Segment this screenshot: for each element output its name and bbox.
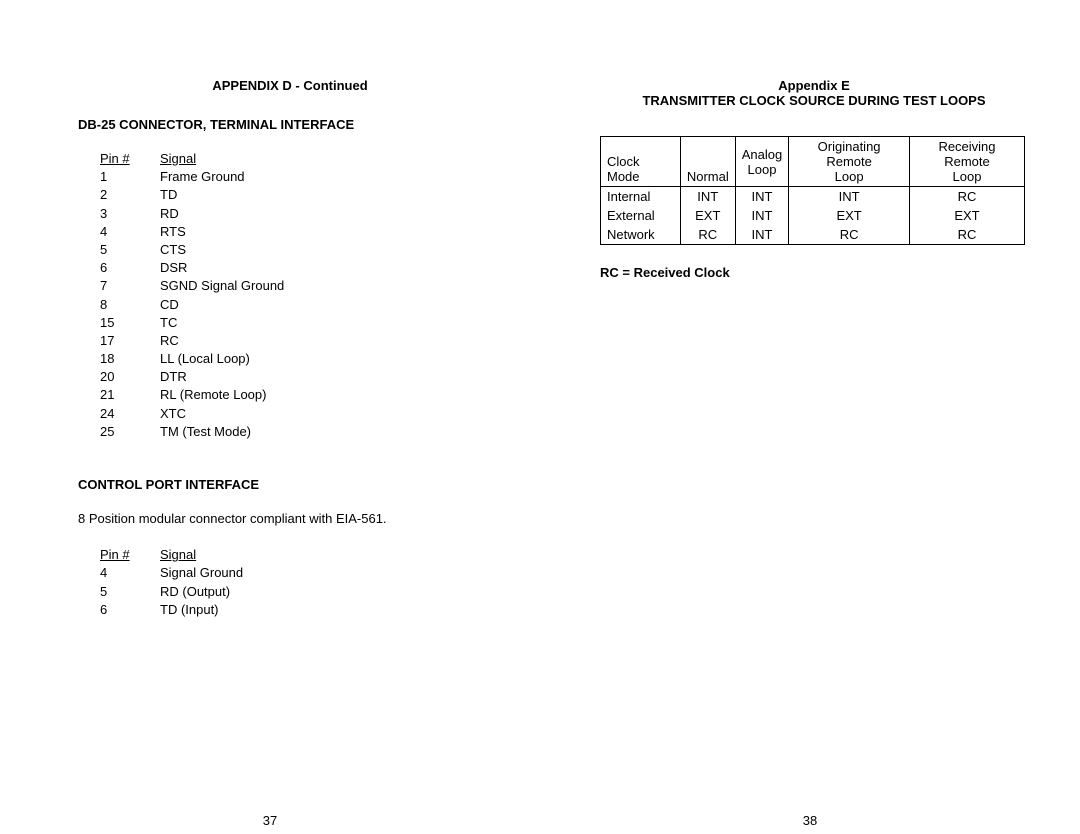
pin-signal: TC (160, 314, 177, 332)
pin-signal: TD (160, 186, 177, 204)
col-pin-header: Pin # (100, 546, 160, 564)
row-header: Network (601, 225, 681, 245)
table-row: 17RC (100, 332, 502, 350)
table-header-row: Pin # Signal (100, 150, 502, 168)
table-row: 6TD (Input) (100, 601, 502, 619)
table-row: InternalINTINTINTRC (601, 187, 1025, 207)
pin-number: 4 (100, 564, 160, 582)
th-analog-loop: AnalogLoop (735, 137, 788, 187)
pin-signal: LL (Local Loop) (160, 350, 250, 368)
pin-number: 20 (100, 368, 160, 386)
pin-signal: TM (Test Mode) (160, 423, 251, 441)
table-row: 25TM (Test Mode) (100, 423, 502, 441)
pin-signal: RL (Remote Loop) (160, 386, 266, 404)
page-number-left: 37 (0, 813, 540, 828)
db25-pin-table: Pin # Signal 1Frame Ground2TD3RD4RTS5CTS… (100, 150, 502, 441)
col-pin-header: Pin # (100, 150, 160, 168)
table-row: 20DTR (100, 368, 502, 386)
table-row: 2TD (100, 186, 502, 204)
pin-number: 24 (100, 405, 160, 423)
cell: RC (789, 225, 910, 245)
table-row: 5RD (Output) (100, 583, 502, 601)
pin-number: 3 (100, 205, 160, 223)
cell: INT (735, 187, 788, 207)
pin-signal: DSR (160, 259, 187, 277)
pin-number: 7 (100, 277, 160, 295)
cell: RC (680, 225, 735, 245)
page-spread: APPENDIX D - Continued DB-25 CONNECTOR, … (0, 0, 1080, 834)
pin-number: 15 (100, 314, 160, 332)
col-signal-header: Signal (160, 546, 196, 564)
right-page: Appendix E TRANSMITTER CLOCK SOURCE DURI… (540, 0, 1080, 834)
pin-number: 25 (100, 423, 160, 441)
pin-signal: CD (160, 296, 179, 314)
clock-source-table: Clock Mode Normal AnalogLoop Originating… (600, 136, 1025, 245)
control-port-section-title: CONTROL PORT INTERFACE (78, 477, 502, 492)
table-row: 6DSR (100, 259, 502, 277)
cell: RC (909, 225, 1024, 245)
cell: EXT (680, 206, 735, 225)
pin-number: 1 (100, 168, 160, 186)
pin-signal: RD (160, 205, 179, 223)
cell: RC (909, 187, 1024, 207)
pin-signal: CTS (160, 241, 186, 259)
table-row: 1Frame Ground (100, 168, 502, 186)
table-row: 4RTS (100, 223, 502, 241)
table-row: 3RD (100, 205, 502, 223)
table-row: 21RL (Remote Loop) (100, 386, 502, 404)
table-row: 8CD (100, 296, 502, 314)
rc-note: RC = Received Clock (600, 265, 1028, 280)
db25-section-title: DB-25 CONNECTOR, TERMINAL INTERFACE (78, 117, 502, 132)
pin-number: 2 (100, 186, 160, 204)
table-row: 18LL (Local Loop) (100, 350, 502, 368)
cell: INT (680, 187, 735, 207)
col-signal-header: Signal (160, 150, 196, 168)
control-port-body: 8 Position modular connector compliant w… (78, 510, 502, 528)
pin-number: 18 (100, 350, 160, 368)
table-header-row: Pin # Signal (100, 546, 502, 564)
cell: EXT (789, 206, 910, 225)
appendix-e-header: Appendix E (600, 78, 1028, 93)
pin-signal: SGND Signal Ground (160, 277, 284, 295)
pin-signal: DTR (160, 368, 187, 386)
appendix-d-header: APPENDIX D - Continued (78, 78, 502, 93)
page-number-right: 38 (540, 813, 1080, 828)
pin-number: 8 (100, 296, 160, 314)
cell: EXT (909, 206, 1024, 225)
pin-signal: RTS (160, 223, 186, 241)
cell: INT (789, 187, 910, 207)
appendix-e-subheader: TRANSMITTER CLOCK SOURCE DURING TEST LOO… (600, 93, 1028, 108)
cell: INT (735, 206, 788, 225)
pin-signal: XTC (160, 405, 186, 423)
pin-number: 17 (100, 332, 160, 350)
row-header: External (601, 206, 681, 225)
cell: INT (735, 225, 788, 245)
table-row: 5CTS (100, 241, 502, 259)
pin-signal: Frame Ground (160, 168, 245, 186)
pin-signal: RC (160, 332, 179, 350)
th-orig-remote: Originating RemoteLoop (789, 137, 910, 187)
pin-number: 6 (100, 601, 160, 619)
th-normal: Normal (680, 137, 735, 187)
table-row: ExternalEXTINTEXTEXT (601, 206, 1025, 225)
pin-number: 4 (100, 223, 160, 241)
table-row: 4Signal Ground (100, 564, 502, 582)
left-page: APPENDIX D - Continued DB-25 CONNECTOR, … (0, 0, 540, 834)
th-clock-mode: Clock Mode (601, 137, 681, 187)
pin-number: 5 (100, 241, 160, 259)
pin-number: 6 (100, 259, 160, 277)
row-header: Internal (601, 187, 681, 207)
pin-signal: RD (Output) (160, 583, 230, 601)
table-row: NetworkRCINTRCRC (601, 225, 1025, 245)
control-port-pin-table: Pin # Signal 4Signal Ground5RD (Output)6… (100, 546, 502, 619)
th-recv-remote: Receiving RemoteLoop (909, 137, 1024, 187)
pin-signal: TD (Input) (160, 601, 219, 619)
table-row: 24XTC (100, 405, 502, 423)
table-row: 7SGND Signal Ground (100, 277, 502, 295)
pin-number: 5 (100, 583, 160, 601)
table-header-row: Clock Mode Normal AnalogLoop Originating… (601, 137, 1025, 187)
pin-signal: Signal Ground (160, 564, 243, 582)
table-row: 15TC (100, 314, 502, 332)
pin-number: 21 (100, 386, 160, 404)
